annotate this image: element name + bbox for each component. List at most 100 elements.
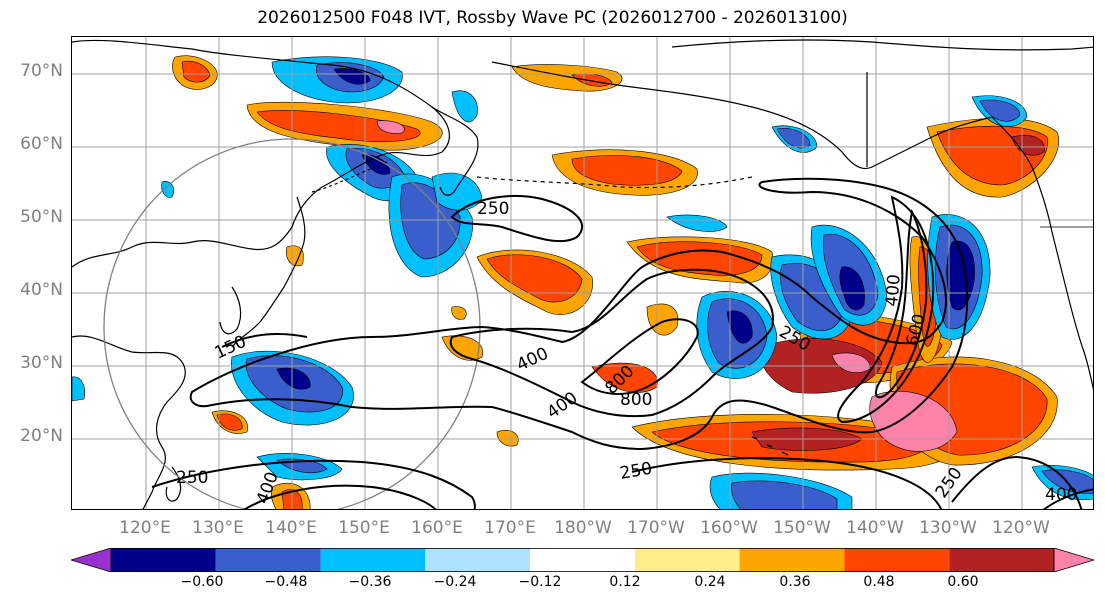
- colorbar-tick-label: 0.12: [609, 574, 641, 590]
- contour-label: 800: [620, 390, 652, 410]
- anomaly-blob: [726, 310, 753, 344]
- anomaly-blob: [831, 352, 871, 373]
- colorbar-tick-label: 0.48: [863, 574, 895, 590]
- anomaly-blob: [441, 335, 484, 361]
- anomaly-blob: [496, 430, 519, 447]
- anomaly-blob: [839, 266, 865, 311]
- contour-label: 400: [514, 344, 552, 376]
- contour-label: 250: [176, 468, 208, 488]
- lat-label-60n: 60°N: [20, 134, 63, 154]
- anomaly-blob: [646, 303, 679, 336]
- lon-label-140e: 140°E: [265, 518, 317, 538]
- anomaly-blob: [1011, 135, 1045, 156]
- lat-label-70n: 70°N: [20, 61, 63, 81]
- lon-label-150w: 150°W: [773, 518, 831, 538]
- lon-label-120w: 120°W: [992, 518, 1050, 538]
- anomaly-blob: [636, 241, 763, 276]
- anomaly-blob: [181, 60, 211, 83]
- korea-coastline: [219, 286, 242, 335]
- colorbar-tick-label: −0.12: [518, 574, 562, 590]
- lon-label-160w: 160°W: [700, 518, 758, 538]
- colorbar-swatch: [739, 548, 845, 572]
- contour-label: 400: [543, 388, 581, 423]
- contour-250-far-east: [951, 455, 1083, 509]
- colorbar-swatch: [320, 548, 426, 572]
- lat-label-40n: 40°N: [20, 280, 63, 300]
- canada-coastline: [991, 116, 1093, 391]
- contour-400-a: [449, 268, 774, 418]
- anomaly-blob: [571, 155, 683, 186]
- lat-label-30n: 30°N: [20, 353, 63, 373]
- colorbar-tick-label: 0.36: [779, 574, 811, 590]
- map-canvas: 250 250 150 400 800 800 400 250 250 250 …: [72, 37, 1093, 509]
- contour-250-southeast: [631, 457, 943, 509]
- anomaly-blob: [776, 128, 811, 149]
- anomaly-blob: [256, 110, 421, 143]
- colorbar-tick-label: 0.24: [694, 574, 726, 590]
- lon-label-140w: 140°W: [846, 518, 904, 538]
- colorbar-swatch: [530, 548, 635, 572]
- aleutian-islands: [476, 176, 753, 189]
- lon-label-170e: 170°E: [484, 518, 536, 538]
- contour-400-south: [243, 484, 437, 509]
- japan-coastline: [231, 196, 306, 348]
- contour-250-south: [151, 459, 476, 509]
- colorbar-swatch: [425, 548, 531, 572]
- asia-coastline-south: [72, 335, 186, 509]
- anomaly-blob: [979, 99, 1021, 122]
- colorbar-tick-label: −0.60: [180, 574, 224, 590]
- map-title: 2026012500 F048 IVT, Rossby Wave PC (202…: [257, 8, 848, 28]
- lon-label-170w: 170°W: [627, 518, 685, 538]
- contour-label: 250: [618, 459, 653, 484]
- colorbar-tick-label: −0.24: [433, 574, 477, 590]
- anomaly-blob: [161, 181, 174, 198]
- anomaly-blob: [376, 120, 405, 134]
- contour-150: [221, 333, 308, 348]
- lon-label-120e: 120°E: [119, 518, 171, 538]
- hawaii-islands: [751, 436, 789, 456]
- colorbar-extend-high: [1053, 548, 1094, 572]
- colorbar-segments: [71, 548, 1094, 572]
- colorbar-swatch: [111, 548, 216, 572]
- kurile-islands: [311, 161, 388, 193]
- lon-label-160e: 160°E: [411, 518, 463, 538]
- anomaly-blob: [431, 172, 483, 211]
- contour-400-east: [837, 195, 935, 424]
- colorbar: [71, 548, 1094, 572]
- contour-label: 400: [1045, 485, 1077, 505]
- colorbar-swatch: [634, 548, 740, 572]
- lon-label-130e: 130°E: [192, 518, 244, 538]
- kamchatka-coastline: [431, 106, 479, 196]
- lon-label-130w: 130°W: [919, 518, 977, 538]
- lon-label-150e: 150°E: [338, 518, 390, 538]
- asia-coastline: [72, 39, 450, 268]
- anomaly-blob: [286, 245, 304, 267]
- colorbar-outline: [110, 548, 1055, 572]
- anomaly-blob: [361, 154, 391, 175]
- anomaly-blob: [869, 390, 958, 452]
- lon-label-180w: 180°W: [554, 518, 612, 538]
- contour-250-main: [189, 177, 969, 451]
- graticule: [72, 37, 1093, 509]
- contour-400-far-east: [1043, 488, 1093, 509]
- ivt-contours: [151, 177, 1093, 509]
- colorbar-tick-label: −0.36: [348, 574, 392, 590]
- ivt-map: 250 250 150 400 800 800 400 250 250 250 …: [71, 36, 1094, 510]
- colorbar-tick-label: −0.48: [264, 574, 308, 590]
- colorbar-swatch: [844, 548, 950, 572]
- contour-label: 400: [882, 273, 905, 307]
- colorbar-swatch: [949, 548, 1054, 572]
- contour-600-east: [874, 208, 928, 399]
- contour-label: 250: [932, 464, 967, 502]
- anomaly-blob: [451, 90, 478, 123]
- shaded-field: [72, 55, 1093, 509]
- anomaly-blob: [276, 367, 311, 390]
- alaska-coastline: [491, 61, 993, 170]
- contour-label: 250: [477, 199, 509, 219]
- anomaly-blob: [451, 306, 467, 320]
- anomaly-blob: [333, 68, 371, 85]
- lat-label-20n: 20°N: [20, 426, 63, 446]
- colorbar-extend-low: [71, 548, 112, 572]
- contour-800: [580, 318, 699, 395]
- contour-250-north: [450, 195, 584, 243]
